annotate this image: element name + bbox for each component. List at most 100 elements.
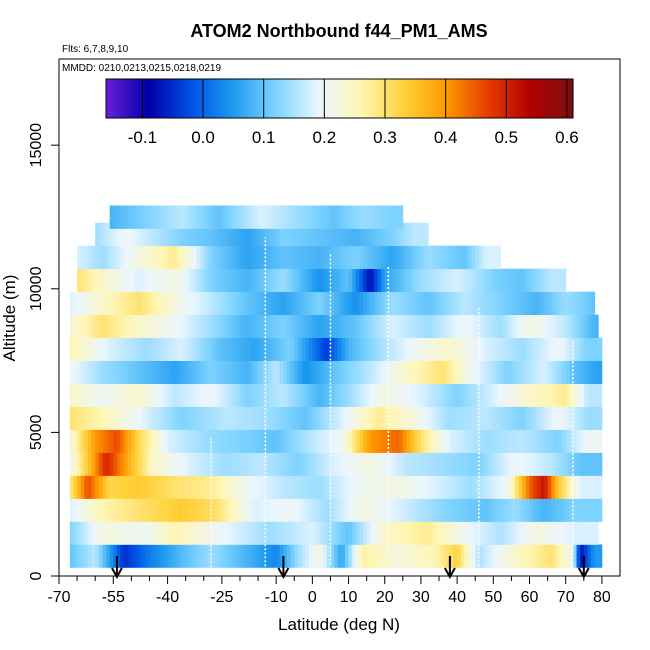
heatmap-cell <box>348 406 353 430</box>
heatmap-cell <box>384 475 389 499</box>
heatmap-cell <box>471 406 476 430</box>
heatmap-cell <box>254 544 259 568</box>
heatmap-cell <box>417 429 422 453</box>
heatmap-cell <box>326 205 331 229</box>
heatmap-cell <box>258 498 263 522</box>
heatmap-cell <box>229 498 234 522</box>
heatmap-cell <box>518 521 523 545</box>
heatmap-cell <box>478 475 483 499</box>
heatmap-cell <box>268 245 273 270</box>
heatmap-cell <box>486 360 491 384</box>
heatmap-cell <box>518 498 523 522</box>
heatmap-cell <box>265 452 270 476</box>
heatmap-cell <box>312 383 317 407</box>
heatmap-cell <box>109 406 114 430</box>
heatmap-cell <box>417 360 422 384</box>
heatmap-cell <box>167 360 172 384</box>
heatmap-cell <box>142 205 147 229</box>
heatmap-cell <box>334 314 339 339</box>
heatmap-cell <box>258 291 263 316</box>
heatmap-cell <box>337 314 342 339</box>
heatmap-cell <box>475 452 480 476</box>
heatmap-cell <box>254 521 259 545</box>
heatmap-cell <box>135 245 140 270</box>
heatmap-cell <box>77 268 82 293</box>
heatmap-cell <box>243 291 248 316</box>
heatmap-cell <box>200 521 205 545</box>
heatmap-cell <box>294 521 299 545</box>
heatmap-cell <box>178 205 183 229</box>
heatmap-cell <box>106 475 111 499</box>
heatmap-cell <box>410 314 415 339</box>
heatmap-cell <box>95 268 100 293</box>
heatmap-cell <box>493 429 498 453</box>
heatmap-cell <box>315 521 320 545</box>
heatmap-cell <box>424 360 429 384</box>
heatmap-cell <box>84 544 89 568</box>
heatmap-cell <box>395 268 400 293</box>
heatmap-cell <box>153 268 158 293</box>
heatmap-cell <box>504 337 509 361</box>
heatmap-cell <box>236 205 241 229</box>
heatmap-cell <box>95 314 100 339</box>
heatmap-cell <box>366 337 371 361</box>
heatmap-cell <box>431 498 436 522</box>
heatmap-cell <box>428 544 433 568</box>
heatmap-cell <box>500 360 505 384</box>
heatmap-cell <box>218 314 223 339</box>
heatmap-cell <box>290 452 295 476</box>
heatmap-cell <box>598 383 603 407</box>
heatmap-cell <box>185 205 190 229</box>
heatmap-cell <box>192 337 197 361</box>
heatmap-cell <box>283 498 288 522</box>
heatmap-cell <box>174 360 179 384</box>
heatmap-cell <box>163 314 168 339</box>
heatmap-cell <box>562 544 567 568</box>
heatmap-cell <box>424 521 429 545</box>
heatmap-cell <box>276 222 281 247</box>
heatmap-cell <box>373 291 378 316</box>
heatmap-cell <box>471 544 476 568</box>
heatmap-cell <box>330 406 335 430</box>
heatmap-cell <box>232 205 237 229</box>
heatmap-cell <box>543 268 549 293</box>
heatmap-cell <box>167 452 172 476</box>
heatmap-cell <box>98 383 103 407</box>
heatmap-cell <box>580 360 585 384</box>
heatmap-cell <box>272 291 277 316</box>
heatmap-cell <box>323 360 328 384</box>
heatmap-cell <box>254 452 259 476</box>
heatmap-cell <box>178 406 183 430</box>
heatmap-cell <box>297 360 302 384</box>
heatmap-cell <box>243 429 248 453</box>
heatmap-cell <box>196 406 201 430</box>
heatmap-cell <box>254 268 259 293</box>
heatmap-cell <box>120 383 125 407</box>
heatmap-cell <box>283 544 288 568</box>
heatmap-cell <box>225 406 230 430</box>
heatmap-cell <box>69 337 74 361</box>
heatmap-cell <box>308 429 313 453</box>
heatmap-cell <box>73 544 78 568</box>
heatmap-cell <box>507 337 512 361</box>
heatmap-cell <box>399 498 404 522</box>
heatmap-cell <box>341 521 346 545</box>
heatmap-cell <box>283 360 288 384</box>
heatmap-cell <box>135 383 140 407</box>
heatmap-cell <box>496 429 501 453</box>
heatmap-cell <box>145 222 150 247</box>
heatmap-cell <box>290 475 295 499</box>
heatmap-cell <box>189 314 194 339</box>
colorbar-tick-label: 0.5 <box>494 128 518 147</box>
heatmap-cell <box>410 452 415 476</box>
heatmap-cell <box>163 383 168 407</box>
heatmap-cell <box>211 383 216 407</box>
heatmap-cell <box>120 360 125 384</box>
heatmap-cell <box>142 521 147 545</box>
heatmap-cell <box>232 429 237 453</box>
heatmap-cell <box>160 383 165 407</box>
heatmap-cell <box>127 521 132 545</box>
heatmap-cell <box>156 337 161 361</box>
heatmap-cell <box>261 268 266 293</box>
heatmap-cell <box>529 498 534 522</box>
